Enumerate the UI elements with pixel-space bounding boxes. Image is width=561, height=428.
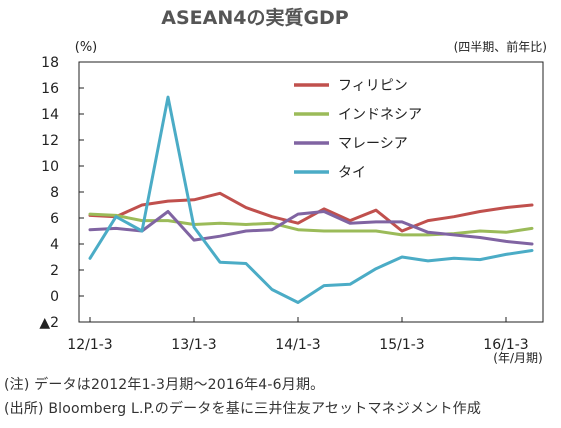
- y-note-label: (四半期、前年比): [454, 39, 547, 54]
- x-tick-label: 14/1-3: [275, 337, 320, 353]
- legend-label: タイ: [338, 165, 366, 181]
- legend-label: インドネシア: [338, 107, 422, 123]
- y-axis: 18 16 14 12 10 8 6 4 2 0 ▲2: [39, 55, 84, 331]
- x-tick-label: 13/1-3: [171, 337, 216, 353]
- footnote-note: (注) データは2012年1-3月期〜2016年4-6月期。: [4, 377, 325, 393]
- x-unit-label: (年/月期): [493, 351, 542, 365]
- x-tick-label: 12/1-3: [67, 337, 112, 353]
- x-axis: 12/1-3 13/1-3 14/1-3 15/1-3 16/1-3: [67, 317, 529, 353]
- x-tick-label: 16/1-3: [483, 337, 528, 353]
- series-line: [88, 191, 534, 233]
- series-lines: [88, 95, 534, 304]
- y-tick-label: 18: [41, 55, 59, 71]
- series-line: [88, 212, 534, 237]
- y-tick-label: 8: [50, 185, 59, 201]
- y-tick-label: ▲2: [39, 315, 59, 331]
- series-line: [88, 210, 534, 246]
- y-tick-label: 4: [50, 237, 59, 253]
- y-unit-label: (%): [75, 40, 98, 55]
- y-tick-label: 6: [50, 211, 59, 227]
- legend-label: マレーシア: [338, 136, 408, 152]
- footnote-source: (出所) Bloomberg L.P.のデータを基に三井住友アセットマネジメント…: [4, 401, 482, 417]
- x-tick-label: 15/1-3: [379, 337, 424, 353]
- legend-label: フィリピン: [338, 78, 408, 94]
- y-tick-label: 12: [41, 133, 59, 149]
- y-tick-label: 0: [50, 289, 59, 305]
- y-tick-label: 2: [50, 263, 59, 279]
- line-chart: ASEAN4の実質GDP (%) (四半期、前年比) 18 16 14 12 10 8 6 4…: [39, 6, 547, 365]
- chart-title: ASEAN4の実質GDP: [161, 6, 349, 29]
- y-tick-label: 14: [41, 107, 59, 123]
- y-tick-label: 16: [41, 81, 59, 97]
- y-tick-label: 10: [41, 159, 59, 175]
- series-line: [88, 95, 534, 304]
